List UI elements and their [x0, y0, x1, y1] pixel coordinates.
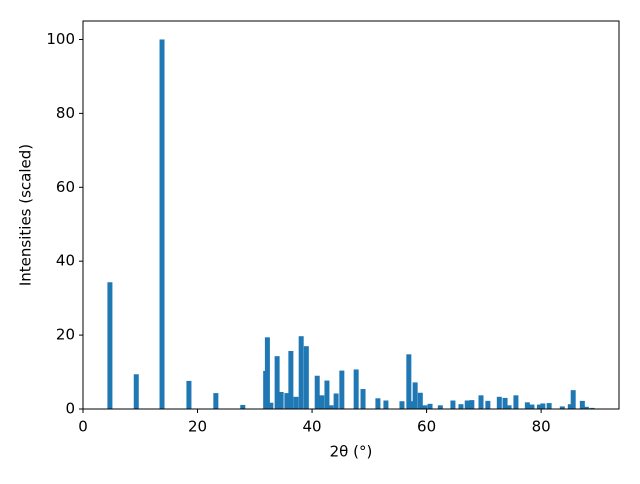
bar: [268, 402, 274, 409]
bar: [422, 405, 428, 409]
bar: [406, 354, 412, 409]
bar: [559, 406, 565, 409]
bar: [324, 380, 330, 409]
bar: [458, 404, 464, 409]
y-tick-label: 60: [56, 178, 75, 196]
bar: [333, 393, 339, 409]
y-tick-label: 80: [56, 104, 75, 122]
plot-frame: [82, 20, 620, 410]
bar: [319, 395, 325, 409]
bar: [570, 390, 576, 409]
bar: [399, 401, 405, 409]
bar: [496, 396, 502, 409]
bar: [107, 282, 113, 409]
bar: [328, 405, 334, 409]
bar: [417, 392, 423, 409]
x-tick-label: 20: [188, 418, 207, 436]
y-axis-label: Intensities (scaled): [17, 144, 35, 286]
bar: [540, 403, 546, 409]
bar: [375, 398, 381, 409]
bar: [284, 393, 290, 409]
bar: [383, 400, 389, 409]
bar: [412, 382, 418, 409]
bar: [583, 406, 589, 409]
bar: [303, 346, 309, 409]
bar: [298, 336, 304, 409]
bar: [133, 374, 139, 409]
x-tick-label: 0: [78, 418, 88, 436]
bar: [506, 405, 512, 409]
bar: [450, 400, 456, 409]
bar: [274, 356, 280, 409]
bar: [464, 400, 470, 409]
x-tick-label: 60: [417, 418, 436, 436]
bar: [536, 404, 542, 409]
bar: [186, 380, 192, 409]
bar: [288, 350, 294, 409]
bar: [478, 395, 484, 409]
x-axis-label: 2θ (°): [330, 443, 373, 461]
bar: [353, 369, 359, 409]
bar: [293, 396, 299, 409]
bar: [409, 401, 415, 409]
bar: [524, 402, 530, 409]
y-tick-label: 0: [65, 400, 75, 418]
bar: [314, 375, 320, 409]
y-tick-label: 20: [56, 326, 75, 344]
bar: [427, 403, 433, 409]
bar: [529, 404, 535, 409]
y-tick-label: 100: [46, 30, 75, 48]
bar: [339, 370, 345, 409]
bar: [278, 392, 284, 409]
bar: [159, 39, 165, 409]
bar: [567, 404, 573, 409]
bar: [469, 400, 475, 409]
y-tick-label: 40: [56, 252, 75, 270]
bar: [502, 397, 508, 409]
bar: [264, 337, 270, 409]
bar: [240, 404, 246, 409]
bar: [513, 395, 519, 409]
bar: [437, 405, 443, 409]
x-tick-label: 40: [303, 418, 322, 436]
bar: [213, 393, 219, 409]
bar: [360, 389, 366, 409]
bar: [485, 400, 491, 409]
bar: [579, 400, 585, 409]
x-tick-label: 80: [532, 418, 551, 436]
bar: [589, 407, 595, 409]
bar: [546, 403, 552, 409]
